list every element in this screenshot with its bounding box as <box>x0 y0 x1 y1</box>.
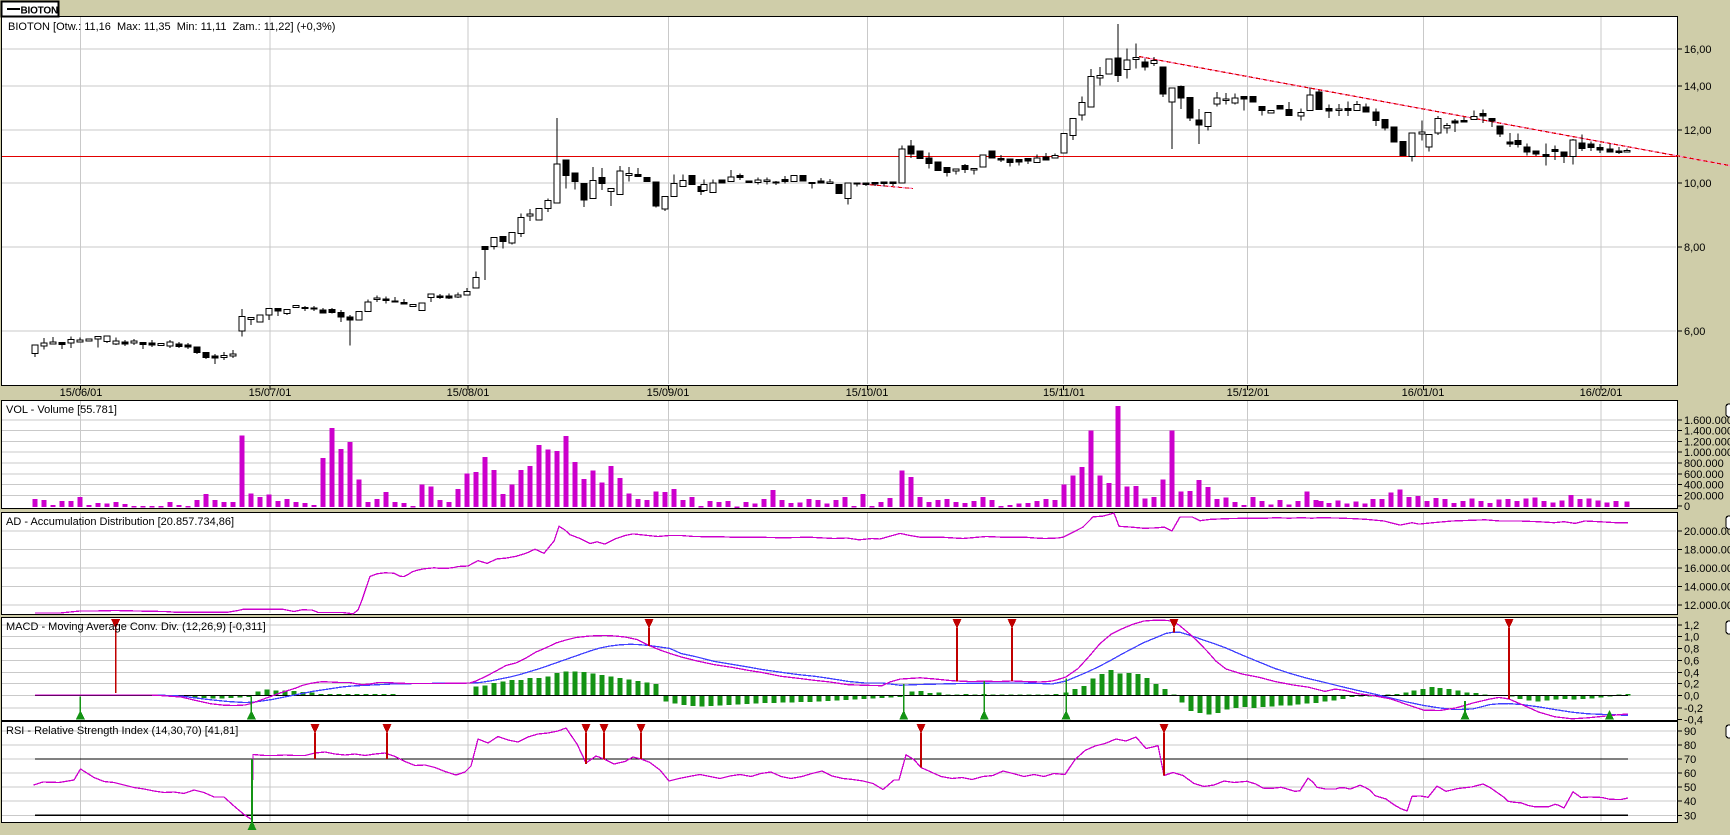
svg-text:18.000.000: 18.000.000 <box>1684 545 1730 557</box>
svg-text:80: 80 <box>1684 740 1696 752</box>
svg-text:50: 50 <box>1684 782 1696 794</box>
svg-text:15/10/01: 15/10/01 <box>846 387 889 399</box>
svg-text:16/01/01: 16/01/01 <box>1402 387 1445 399</box>
svg-text:12.000.000: 12.000.000 <box>1684 600 1730 612</box>
svg-text:16/02/01: 16/02/01 <box>1580 387 1623 399</box>
svg-text:14,00: 14,00 <box>1684 81 1712 93</box>
svg-text:14.000.000: 14.000.000 <box>1684 582 1730 594</box>
svg-text:30: 30 <box>1684 810 1696 822</box>
svg-text:200.000: 200.000 <box>1684 490 1724 502</box>
svg-text:16,00: 16,00 <box>1684 44 1712 56</box>
svg-text:15/11/01: 15/11/01 <box>1043 387 1085 399</box>
svg-text:16.000.000: 16.000.000 <box>1684 563 1730 575</box>
svg-text:-0,4: -0,4 <box>1684 715 1703 727</box>
svg-text:15/12/01: 15/12/01 <box>1227 387 1270 399</box>
svg-text:400.000: 400.000 <box>1684 480 1724 492</box>
svg-text:0,4: 0,4 <box>1684 667 1699 679</box>
svg-text:40: 40 <box>1684 796 1696 808</box>
svg-text:90: 90 <box>1684 726 1696 738</box>
svg-text:BIOTON [Otw.: 11,16 Max: 11,3: BIOTON [Otw.: 11,16 Max: 11,35 Min: 11,1… <box>8 21 335 33</box>
svg-text:20.000.000: 20.000.000 <box>1684 526 1730 538</box>
svg-text:0,0: 0,0 <box>1684 691 1699 703</box>
svg-text:15/07/01: 15/07/01 <box>249 387 292 399</box>
svg-text:60: 60 <box>1684 768 1696 780</box>
svg-text:15/06/01: 15/06/01 <box>60 387 103 399</box>
svg-text:AD - Accumulation Distribution: AD - Accumulation Distribution [20.857.7… <box>6 516 234 528</box>
svg-text:600.000: 600.000 <box>1684 469 1724 481</box>
svg-text:15/09/01: 15/09/01 <box>647 387 690 399</box>
svg-text:0,8: 0,8 <box>1684 644 1699 656</box>
svg-text:1.400.000: 1.400.000 <box>1684 426 1730 438</box>
svg-text:8,00: 8,00 <box>1684 242 1705 254</box>
svg-text:6,00: 6,00 <box>1684 326 1705 338</box>
svg-text:12,00: 12,00 <box>1684 125 1712 137</box>
svg-text:800.000: 800.000 <box>1684 458 1724 470</box>
svg-text:1.600.000: 1.600.000 <box>1684 415 1730 427</box>
svg-text:BIOTON: BIOTON <box>21 6 59 17</box>
svg-text:-0,2: -0,2 <box>1684 703 1703 715</box>
svg-text:70: 70 <box>1684 754 1696 766</box>
svg-text:1.000.000: 1.000.000 <box>1684 447 1730 459</box>
svg-text:15/08/01: 15/08/01 <box>447 387 490 399</box>
svg-text:0,2: 0,2 <box>1684 679 1699 691</box>
svg-text:VOL - Volume [55.781]: VOL - Volume [55.781] <box>6 404 117 416</box>
svg-text:0,6: 0,6 <box>1684 656 1699 668</box>
svg-text:0: 0 <box>1684 501 1690 513</box>
svg-text:1.200.000: 1.200.000 <box>1684 436 1730 448</box>
svg-text:10,00: 10,00 <box>1684 178 1712 190</box>
svg-text:RSI - Relative Strength Index: RSI - Relative Strength Index (14,30,70)… <box>6 725 238 737</box>
svg-text:1,0: 1,0 <box>1684 632 1699 644</box>
svg-text:MACD - Moving Average Conv. Di: MACD - Moving Average Conv. Div. (12,26,… <box>6 621 266 633</box>
svg-text:1,2: 1,2 <box>1684 620 1699 632</box>
